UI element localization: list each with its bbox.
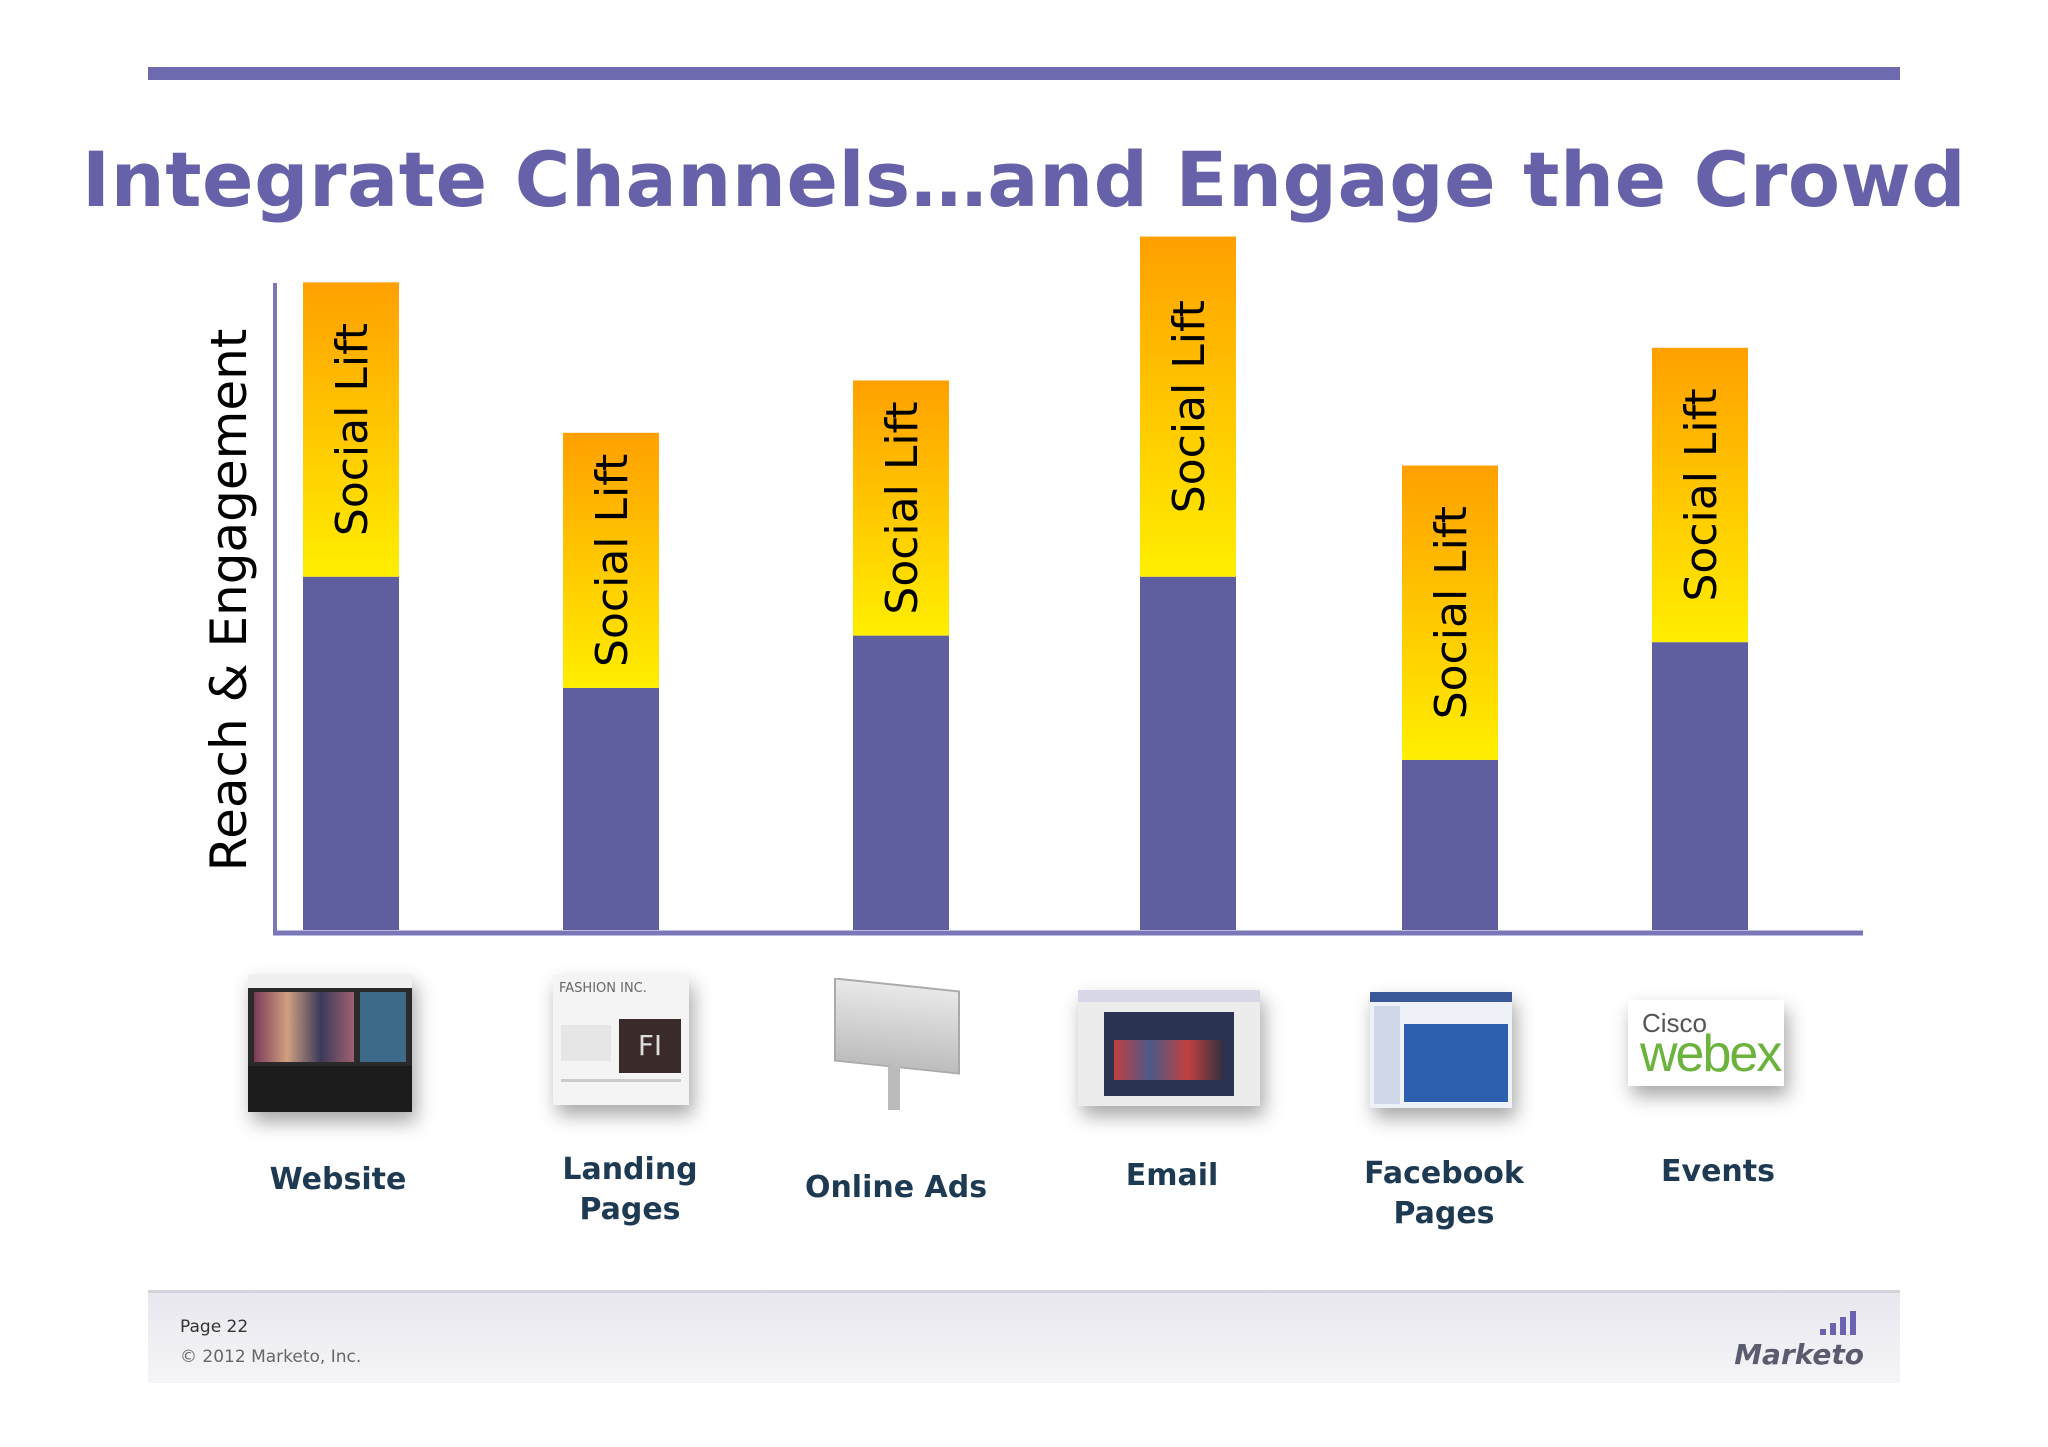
marketo-logo: Marketo xyxy=(1734,1311,1864,1371)
slide-footer: Page 22 © 2012 Marketo, Inc. Marketo xyxy=(148,1290,1900,1383)
social-lift-label-landing-pages: Social Lift xyxy=(587,454,638,667)
bar-base-online-ads xyxy=(853,635,949,930)
page-number: Page 22 xyxy=(180,1317,249,1337)
copyright-text: © 2012 Marketo, Inc. xyxy=(180,1347,362,1367)
stacked-bar-chart: Social Lift Social Lift Social Lift Social … xyxy=(200,236,1863,936)
website-screenshot xyxy=(248,974,412,1112)
social-lift-label-events: Social Lift xyxy=(1676,388,1727,601)
bar-social-lift-facebook-pages xyxy=(1402,465,1498,760)
social-lift-label-email: Social Lift xyxy=(1164,300,1215,513)
facebook-page-screenshot xyxy=(1370,992,1512,1108)
category-label-events: Events xyxy=(1661,1154,1775,1189)
bar-social-lift-email xyxy=(1140,236,1236,577)
bar-social-lift-website xyxy=(303,282,399,577)
landing-page-screenshot: FASHION INC. FI xyxy=(553,975,689,1105)
bar-base-website xyxy=(303,576,399,930)
bar-base-email xyxy=(1140,576,1236,930)
bar-social-lift-online-ads xyxy=(853,380,949,636)
category-label-email: Email xyxy=(1125,1158,1219,1193)
category-label-facebook-pages: Facebook Pages xyxy=(1364,1156,1524,1231)
slide-title: Integrate Channels…and Engage the Crowd xyxy=(81,135,1967,224)
category-label-landing-pages: Landing Pages xyxy=(562,1152,698,1227)
cisco-webex-logo: Cisco webex xyxy=(1628,1000,1784,1086)
category-label-online-ads: Online Ads xyxy=(804,1170,988,1205)
billboard-icon xyxy=(830,978,960,1118)
bar-base-landing-pages xyxy=(563,687,659,930)
social-lift-label-website: Social Lift xyxy=(327,323,378,536)
marketo-bars-icon xyxy=(1820,1311,1856,1335)
bar-base-facebook-pages xyxy=(1402,759,1498,930)
bar-social-lift-events xyxy=(1652,347,1748,643)
category-label-website: Website xyxy=(269,1162,407,1197)
social-lift-label-online-ads: Social Lift xyxy=(877,401,928,614)
email-screenshot xyxy=(1078,990,1260,1106)
bar-base-events xyxy=(1652,642,1748,930)
y-axis-label: Reach & Engagement xyxy=(200,329,258,872)
top-divider xyxy=(148,67,1900,80)
social-lift-label-facebook-pages: Social Lift xyxy=(1426,506,1477,719)
bar-social-lift-landing-pages xyxy=(563,432,659,688)
